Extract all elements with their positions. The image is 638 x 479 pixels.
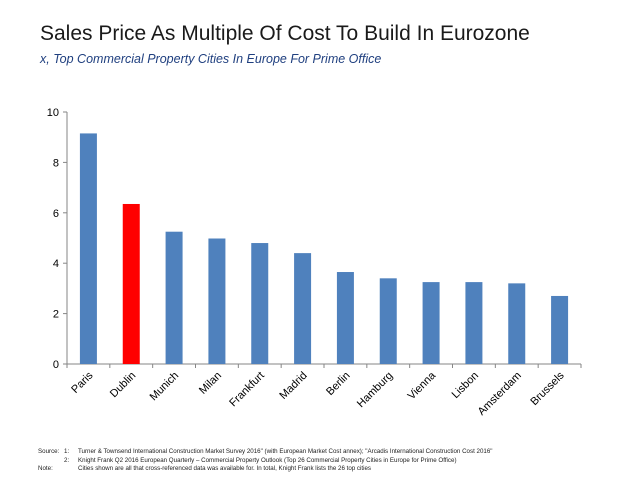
source-notes: Source: 1: Turner & Townsend International… — [38, 448, 493, 474]
bar-madrid — [294, 253, 312, 364]
bar-lisbon — [465, 282, 483, 364]
y-tick-label: 4 — [53, 258, 59, 270]
bar-paris — [79, 133, 97, 364]
x-tick-label: Paris — [69, 369, 96, 396]
chart-subtitle: x, Top Commercial Property Cities In Eur… — [40, 52, 382, 66]
bar-chart: 0 2 4 6 8 10 Paris Dublin Munich Milan Frankfurt Ma… — [47, 107, 582, 418]
x-tick-label: Amsterdam — [476, 370, 524, 418]
source-label: Source: — [38, 448, 60, 455]
note-row: Note: Cities shown are all that cross-ref… — [38, 465, 493, 474]
source-number-1: 1: — [64, 448, 70, 455]
bar-brussels — [551, 295, 569, 364]
bar-frankfurt — [251, 243, 269, 364]
bar-munich — [165, 231, 183, 364]
bar-hamburg — [379, 278, 397, 364]
y-tick-label: 6 — [53, 208, 59, 220]
y-tick-label: 10 — [47, 107, 59, 119]
y-tick-label: 2 — [53, 309, 59, 321]
x-tick-label: Milan — [197, 370, 224, 397]
x-tick-label: Munich — [148, 370, 182, 404]
source-line-2: Knight Frank Q2 2016 European Quarterly … — [78, 456, 457, 464]
x-tick-label: Lisbon — [450, 370, 481, 401]
source-row-1: Source: 1: Turner & Townsend International… — [38, 448, 493, 457]
source-line-1: Turner & Townsend International Construc… — [78, 448, 493, 455]
y-tick-label: 8 — [53, 157, 59, 169]
bar-milan — [208, 238, 226, 364]
x-tick-label: Berlin — [324, 370, 352, 398]
source-number-2: 2: — [64, 456, 70, 464]
bar-vienna — [422, 282, 440, 364]
note-label: Note: — [38, 465, 53, 473]
note-line: Cities shown are all that cross-referenc… — [78, 465, 372, 473]
bar-dublin — [122, 203, 140, 364]
bar-amsterdam — [508, 283, 526, 364]
x-tick-label: Madrid — [277, 370, 309, 402]
source-row-2: 2: Knight Frank Q2 2016 European Quarterl… — [38, 457, 493, 466]
x-tick-label: Brussels — [528, 369, 567, 408]
chart-title: Sales Price As Multiple Of Cost To Build… — [40, 22, 530, 45]
bar-berlin — [336, 272, 354, 364]
x-tick-label: Vienna — [406, 369, 439, 402]
x-tick-label: Hamburg — [355, 370, 395, 410]
x-tick-label: Dublin — [108, 370, 139, 401]
y-tick-label: 0 — [53, 359, 59, 371]
x-tick-label: Frankfurt — [227, 370, 267, 410]
